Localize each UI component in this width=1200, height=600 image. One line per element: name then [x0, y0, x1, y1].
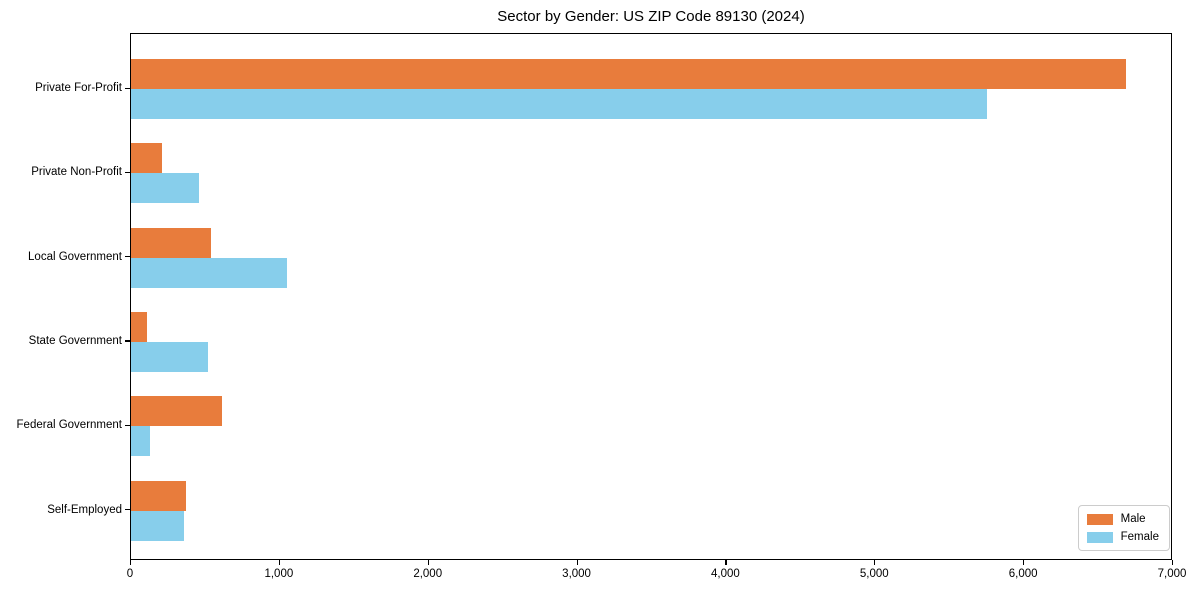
x-tick-mark	[1172, 560, 1174, 565]
x-tick-label: 4,000	[711, 568, 740, 580]
y-tick-mark	[125, 256, 130, 258]
y-tick-mark	[125, 509, 130, 511]
bar-male-local-government	[131, 227, 212, 258]
legend-label-female: Female	[1120, 531, 1159, 543]
y-tick-label: Private Non-Profit	[31, 166, 122, 179]
bar-female-state-government	[131, 341, 209, 372]
bar-female-private-non-profit	[131, 173, 200, 204]
legend-entry-female: Female	[1086, 531, 1159, 543]
legend-label-male: Male	[1120, 513, 1146, 525]
y-tick-mark	[125, 340, 130, 342]
bar-male-private-for-profit	[131, 59, 1127, 89]
bar-female-self-employed	[131, 510, 185, 541]
y-tick-label: Private For-Profit	[35, 82, 122, 94]
x-tick-label: 7,000	[1157, 568, 1187, 580]
x-tick-mark	[874, 560, 876, 565]
x-tick-mark	[278, 560, 281, 565]
bar-female-private-for-profit	[131, 89, 987, 119]
bar-male-self-employed	[131, 480, 186, 511]
y-tick-label: Local Government	[28, 250, 122, 263]
x-tick-label: 0	[126, 568, 134, 580]
y-tick-mark	[125, 87, 130, 89]
x-tick-label: 3,000	[562, 568, 591, 580]
chart-title: Sector by Gender: US ZIP Code 89130 (202…	[497, 8, 805, 25]
x-tick-mark	[427, 560, 429, 565]
x-tick-label: 1,000	[264, 568, 294, 580]
x-tick-label: 6,000	[1008, 568, 1038, 580]
bar-female-federal-government	[131, 426, 151, 457]
legend-entry-male: Male	[1086, 513, 1159, 525]
bar-male-federal-government	[131, 396, 222, 427]
y-tick-mark	[125, 171, 130, 173]
x-tick-mark	[725, 560, 727, 565]
y-tick-label: State Government	[28, 334, 122, 347]
x-tick-label: 5,000	[859, 568, 889, 580]
x-tick-label: 2,000	[413, 568, 443, 580]
x-tick-mark	[576, 560, 578, 565]
legend-swatch-female	[1086, 531, 1113, 543]
legend-swatch-male	[1086, 513, 1113, 525]
bar-male-private-non-profit	[131, 143, 163, 174]
bar-male-state-government	[131, 311, 148, 342]
y-tick-mark	[125, 424, 130, 426]
x-tick-mark	[1023, 560, 1025, 565]
x-tick-mark	[130, 560, 132, 565]
y-tick-label: Federal Government	[16, 419, 122, 432]
bar-female-local-government	[131, 257, 287, 288]
y-tick-label: Self-Employed	[47, 503, 122, 516]
legend: Male Female	[1077, 505, 1170, 551]
plot-area: Male Female	[130, 33, 1172, 560]
